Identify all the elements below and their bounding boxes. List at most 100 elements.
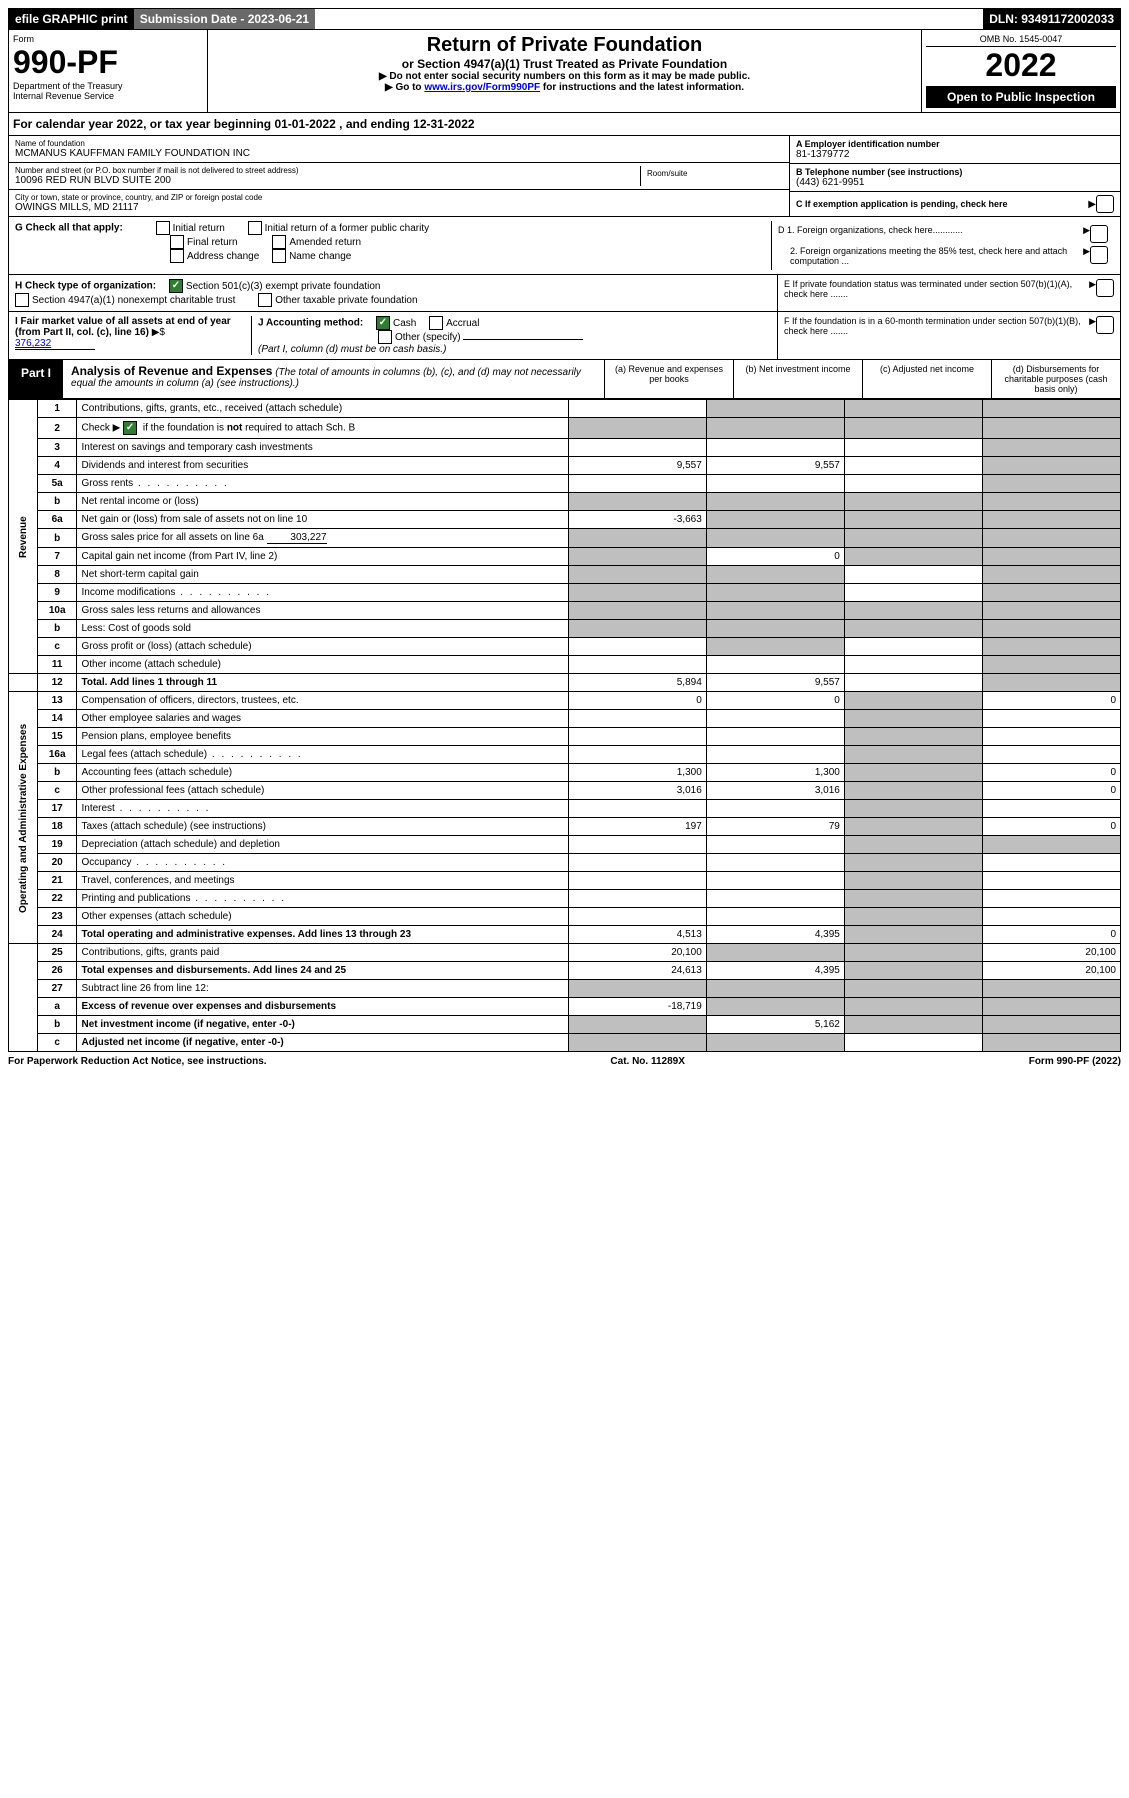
g-amended-checkbox[interactable] — [272, 235, 286, 249]
table-row: 14Other employee salaries and wages — [9, 710, 1121, 728]
line-no: 26 — [37, 962, 77, 980]
schb-checkbox[interactable]: ✓ — [123, 421, 137, 435]
col-c-header: (c) Adjusted net income — [862, 360, 991, 398]
arrow-icon: ▶ — [1089, 316, 1096, 336]
g-address: Address change — [187, 251, 259, 262]
name-label: Name of foundation — [15, 139, 783, 148]
j-note: (Part I, column (d) must be on cash basi… — [258, 344, 446, 355]
g-name: Name change — [289, 251, 351, 262]
h-501c3-checkbox[interactable]: ✓ — [169, 279, 183, 293]
line-desc: Dividends and interest from securities — [77, 457, 568, 475]
i-j-f-block: I Fair market value of all assets at end… — [8, 312, 1121, 360]
footer-right: Form 990-PF (2022) — [1029, 1056, 1121, 1067]
amt-a: 4,513 — [568, 926, 706, 944]
table-row: aExcess of revenue over expenses and dis… — [9, 998, 1121, 1016]
g-initial-checkbox[interactable] — [156, 221, 170, 235]
amt-b: 79 — [706, 818, 844, 836]
line-desc: Total operating and administrative expen… — [77, 926, 568, 944]
line-no: 27 — [37, 980, 77, 998]
amt-a: -3,663 — [568, 511, 706, 529]
amt-a: 3,016 — [568, 782, 706, 800]
city-label: City or town, state or province, country… — [15, 193, 783, 202]
table-row: 5aGross rents — [9, 475, 1121, 493]
form-title: Return of Private Foundation — [212, 34, 917, 57]
i-label: I Fair market value of all assets at end… — [15, 316, 231, 338]
inst2-post: for instructions and the latest informat… — [540, 82, 744, 93]
line-no: 20 — [37, 854, 77, 872]
g-address-checkbox[interactable] — [170, 249, 184, 263]
line-no: 24 — [37, 926, 77, 944]
line-desc: Net short-term capital gain — [77, 566, 568, 584]
d2-checkbox[interactable] — [1090, 246, 1108, 264]
j-cash-checkbox[interactable]: ✓ — [376, 316, 390, 330]
arrow-icon: ▶$ — [152, 327, 165, 338]
line-no: 12 — [37, 674, 77, 692]
line-desc: Pension plans, employee benefits — [77, 728, 568, 746]
line-6b-text: Gross sales price for all assets on line… — [81, 532, 263, 543]
d2-label: 2. Foreign organizations meeting the 85%… — [778, 246, 1083, 266]
address: 10096 RED RUN BLVD SUITE 200 — [15, 175, 640, 186]
c-checkbox[interactable] — [1096, 195, 1114, 213]
line-desc: Legal fees (attach schedule) — [77, 746, 568, 764]
amt-a: 9,557 — [568, 457, 706, 475]
i-value[interactable]: 376,232 — [15, 338, 95, 350]
tax-year: 2022 — [926, 47, 1116, 84]
line-desc: Contributions, gifts, grants, etc., rece… — [77, 400, 568, 418]
f-checkbox[interactable] — [1096, 316, 1114, 334]
col-a-header: (a) Revenue and expenses per books — [604, 360, 733, 398]
irs-link[interactable]: www.irs.gov/Form990PF — [424, 82, 540, 93]
expenses-vheader: Operating and Administrative Expenses — [9, 692, 38, 944]
revenue-vheader: Revenue — [9, 400, 38, 674]
table-row: 12Total. Add lines 1 through 115,8949,55… — [9, 674, 1121, 692]
table-row: 9Income modifications — [9, 584, 1121, 602]
table-row: 2 Check ▶ ✓ if the foundation is not req… — [9, 418, 1121, 439]
table-row: bLess: Cost of goods sold — [9, 620, 1121, 638]
d1-label: D 1. Foreign organizations, check here..… — [778, 225, 1083, 243]
line-desc: Contributions, gifts, grants paid — [77, 944, 568, 962]
line-desc: Total expenses and disbursements. Add li… — [77, 962, 568, 980]
instruction-1: ▶ Do not enter social security numbers o… — [212, 71, 917, 82]
line-no: b — [37, 764, 77, 782]
e-checkbox[interactable] — [1096, 279, 1114, 297]
city-state-zip: OWINGS MILLS, MD 21117 — [15, 202, 783, 213]
table-row: 18Taxes (attach schedule) (see instructi… — [9, 818, 1121, 836]
irs: Internal Revenue Service — [13, 91, 203, 101]
phone-value: (443) 621-9951 — [796, 177, 1114, 188]
amt-b: 0 — [706, 548, 844, 566]
c-label: C If exemption application is pending, c… — [796, 199, 1088, 209]
line-desc: Adjusted net income (if negative, enter … — [77, 1034, 568, 1052]
g-initial-former-checkbox[interactable] — [248, 221, 262, 235]
efile-label[interactable]: efile GRAPHIC print — [9, 9, 134, 29]
part1-tab: Part I — [9, 360, 63, 398]
line-6b-val: 303,227 — [267, 532, 327, 544]
j-other-checkbox[interactable] — [378, 330, 392, 344]
h-other: Other taxable private foundation — [275, 295, 417, 306]
line-desc: Total. Add lines 1 through 11 — [77, 674, 568, 692]
line-desc: Net rental income or (loss) — [77, 493, 568, 511]
line-desc: Other expenses (attach schedule) — [77, 908, 568, 926]
g-name-checkbox[interactable] — [272, 249, 286, 263]
g-final-checkbox[interactable] — [170, 235, 184, 249]
entity-block: Name of foundation MCMANUS KAUFFMAN FAMI… — [8, 136, 1121, 217]
line-no: 16a — [37, 746, 77, 764]
g-d-block: G Check all that apply: Initial return I… — [8, 217, 1121, 275]
table-row: 15Pension plans, employee benefits — [9, 728, 1121, 746]
line-desc: Subtract line 26 from line 12: — [77, 980, 568, 998]
h-e-block: H Check type of organization: ✓Section 5… — [8, 275, 1121, 312]
j-accrual-checkbox[interactable] — [429, 316, 443, 330]
h-4947-checkbox[interactable] — [15, 293, 29, 307]
d1-checkbox[interactable] — [1090, 225, 1108, 243]
j-label: J Accounting method: — [258, 318, 363, 329]
line-no: b — [37, 493, 77, 511]
room-label: Room/suite — [647, 169, 777, 178]
h-label: H Check type of organization: — [15, 281, 156, 292]
line-desc: Other employee salaries and wages — [77, 710, 568, 728]
table-row: bAccounting fees (attach schedule)1,3001… — [9, 764, 1121, 782]
line-desc: Gross sales price for all assets on line… — [77, 529, 568, 548]
amt-d: 0 — [982, 782, 1120, 800]
amt-b: 9,557 — [706, 674, 844, 692]
instruction-2: ▶ Go to www.irs.gov/Form990PF for instru… — [212, 82, 917, 93]
h-other-checkbox[interactable] — [258, 293, 272, 307]
line-desc: Depreciation (attach schedule) and deple… — [77, 836, 568, 854]
line-desc: Printing and publications — [77, 890, 568, 908]
